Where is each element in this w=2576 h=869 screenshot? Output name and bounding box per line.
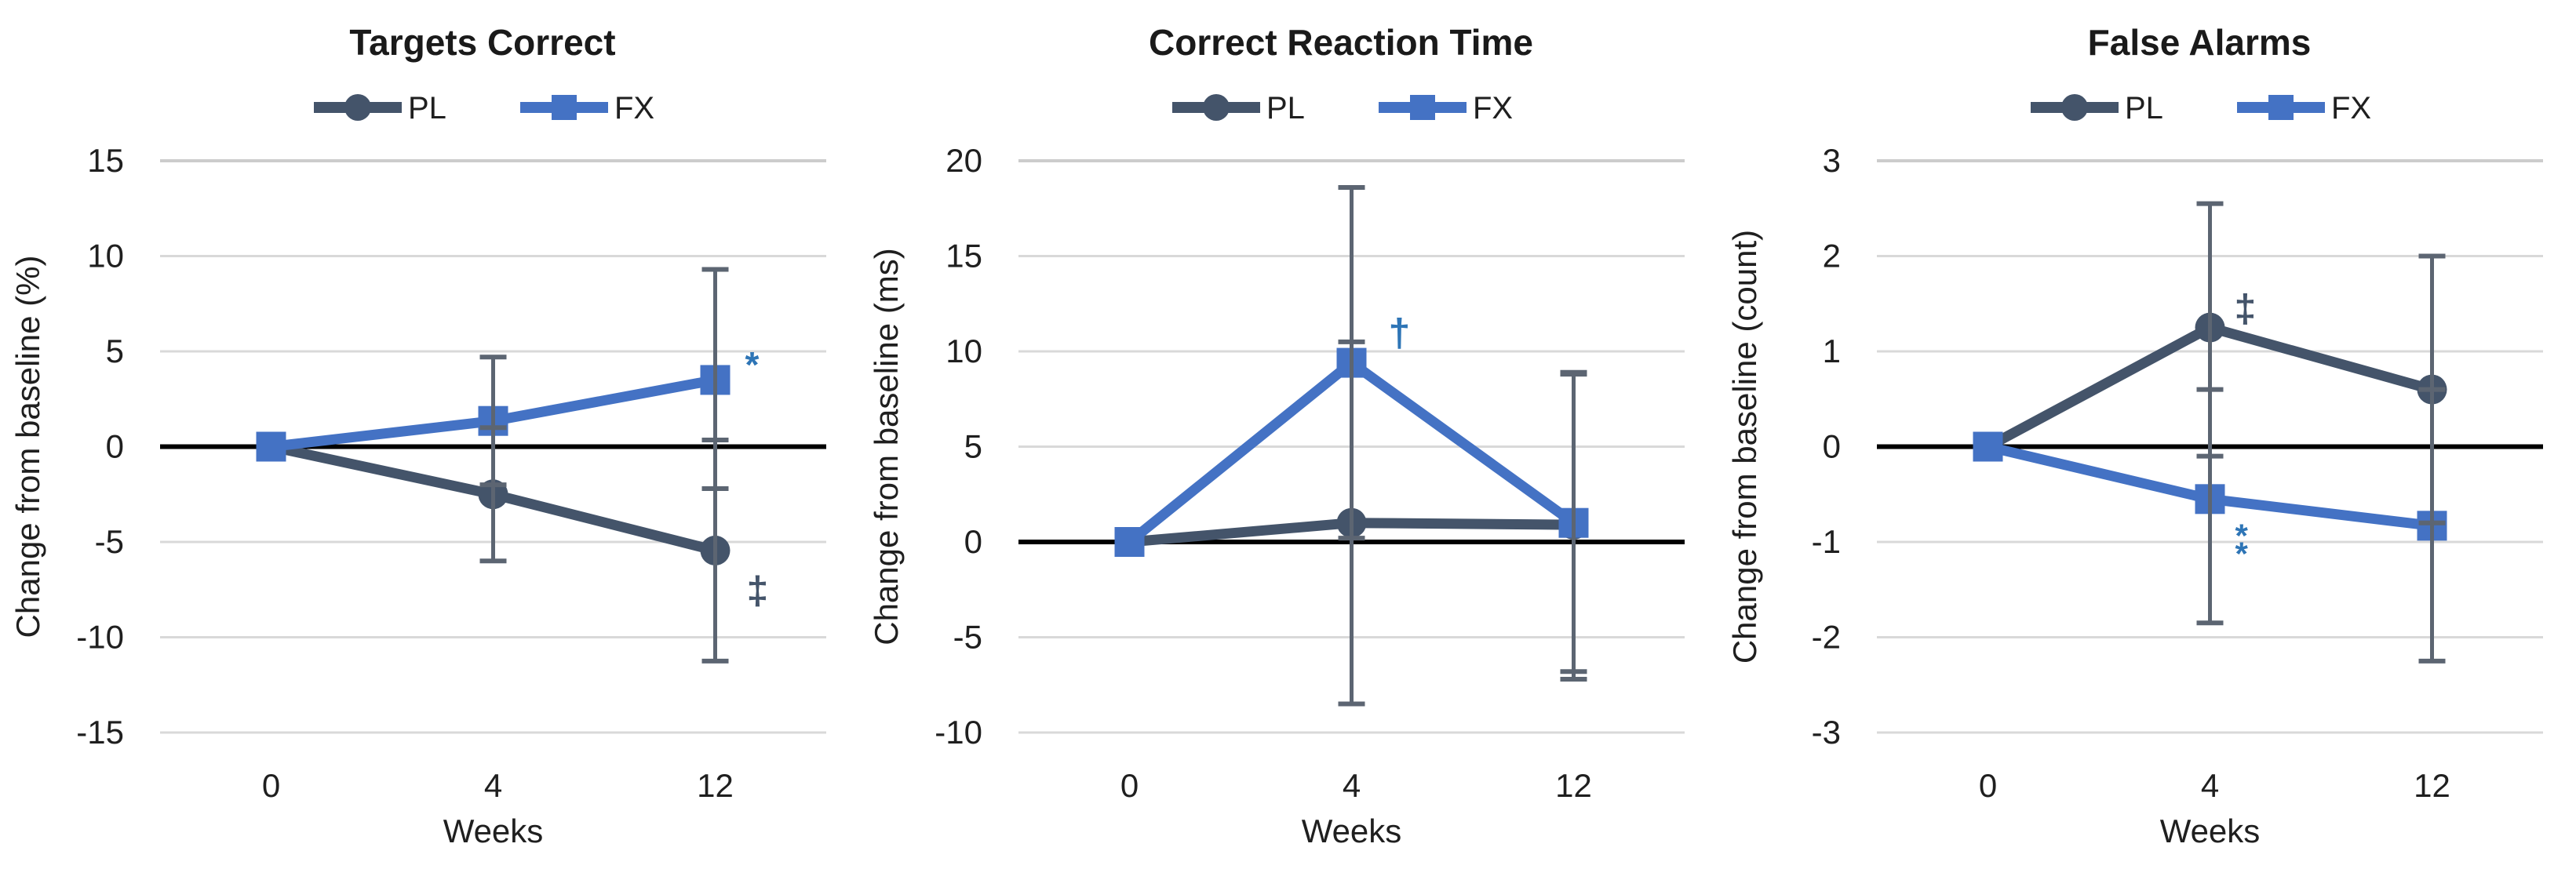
y-tick-label: 0: [1823, 428, 1841, 465]
x-tick-label: 4: [2201, 767, 2219, 804]
y-tick-label: 5: [964, 428, 982, 465]
y-tick-label: -3: [1812, 714, 1841, 751]
legend-item-pl: PL: [314, 91, 446, 125]
chart-targets-correct: Targets Correct PL FX 15 10 5 0 -5 -10 -15 Change …: [0, 0, 858, 869]
x-tick-label: 12: [697, 767, 734, 804]
significance-annotation: ‡: [747, 569, 769, 613]
chart-svg: Targets Correct PL FX 15 10 5 0 -5 -10 -15 Change …: [9, 22, 826, 849]
x-axis-title: Weeks: [1302, 813, 1402, 849]
y-tick-label: 2: [1823, 238, 1841, 275]
y-tick-label: 3: [1823, 142, 1841, 179]
y-axis-title: Change from baseline (count): [1726, 230, 1763, 664]
legend-label: FX: [614, 91, 654, 125]
error-bars: [1338, 185, 1587, 707]
x-axis-title: Weeks: [443, 813, 544, 849]
y-tick-label: 1: [1823, 333, 1841, 369]
legend-item-pl: PL: [2031, 91, 2163, 125]
significance-annotation: †: [1389, 311, 1411, 355]
x-tick-label: 0: [1120, 767, 1139, 804]
legend-item-fx: FX: [2237, 91, 2371, 125]
legend-label: PL: [2125, 91, 2163, 125]
data-point-square-marker: [256, 431, 286, 462]
y-axis-title: Change from baseline (%): [9, 256, 46, 638]
legend-circle-marker-icon: [1203, 94, 1230, 121]
chart-legend: PL FX: [2031, 91, 2371, 125]
y-tick-label: -2: [1812, 619, 1841, 656]
chart-legend: PL FX: [314, 91, 654, 125]
significance-annotation: *: [2235, 517, 2249, 554]
chart-correct-reaction-time: Correct Reaction Time PL FX 20 15 10 5 0 -5 -10 Ch…: [858, 0, 1717, 869]
x-tick-label: 0: [1979, 767, 1997, 804]
legend-square-marker-icon: [1410, 95, 1435, 120]
x-axis-title: Weeks: [2160, 813, 2261, 849]
y-axis-title: Change from baseline (ms): [868, 248, 905, 645]
data-point-square-marker: [1114, 527, 1145, 557]
significance-annotation: *: [2235, 536, 2249, 573]
error-bars: [2196, 201, 2446, 664]
y-tick-label: 10: [946, 333, 982, 369]
legend-square-marker-icon: [2268, 95, 2294, 120]
significance-annotation: ‡: [2235, 286, 2257, 330]
y-tick-label: -5: [953, 619, 982, 656]
error-bars: [479, 267, 729, 664]
legend-label: FX: [2331, 91, 2371, 125]
legend-item-fx: FX: [1379, 91, 1513, 125]
y-tick-label: -10: [76, 619, 124, 656]
y-tick-label: -1: [1812, 523, 1841, 560]
x-tick-label: 0: [262, 767, 280, 804]
x-tick-label: 12: [2414, 767, 2450, 804]
chart-svg: False Alarms PL FX 3 2 1 0 -1 -2 -3 Change from ba…: [1726, 22, 2543, 849]
y-tick-label: -5: [95, 523, 124, 560]
legend-label: PL: [1266, 91, 1305, 125]
y-tick-label: 0: [106, 428, 124, 465]
y-tick-label: -10: [935, 714, 982, 751]
chart-title: Correct Reaction Time: [1149, 22, 1533, 63]
chart-title: False Alarms: [2088, 22, 2312, 63]
legend-circle-marker-icon: [344, 94, 371, 121]
x-tick-label: 12: [1555, 767, 1592, 804]
x-tick-label: 4: [1343, 767, 1361, 804]
legend-circle-marker-icon: [2061, 94, 2088, 121]
chart-title: Targets Correct: [349, 22, 615, 63]
legend-square-marker-icon: [552, 95, 577, 120]
x-tick-label: 4: [484, 767, 502, 804]
y-tick-label: 15: [87, 142, 124, 179]
legend-label: FX: [1473, 91, 1513, 125]
chart-svg: Correct Reaction Time PL FX 20 15 10 5 0 -5 -10 Ch…: [868, 22, 1685, 849]
legend-item-fx: FX: [520, 91, 654, 125]
legend-item-pl: PL: [1172, 91, 1305, 125]
y-tick-label: 20: [946, 142, 982, 179]
y-tick-label: 10: [87, 238, 124, 275]
y-tick-label: -15: [76, 714, 124, 751]
y-tick-label: 15: [946, 238, 982, 275]
y-tick-label: 0: [964, 523, 982, 560]
legend-label: PL: [408, 91, 446, 125]
data-point-square-marker: [1973, 431, 2003, 462]
significance-annotation: *: [745, 344, 760, 385]
chart-false-alarms: False Alarms PL FX 3 2 1 0 -1 -2 -3 Change from ba…: [1717, 0, 2575, 869]
y-tick-label: 5: [106, 333, 124, 369]
chart-legend: PL FX: [1172, 91, 1513, 125]
